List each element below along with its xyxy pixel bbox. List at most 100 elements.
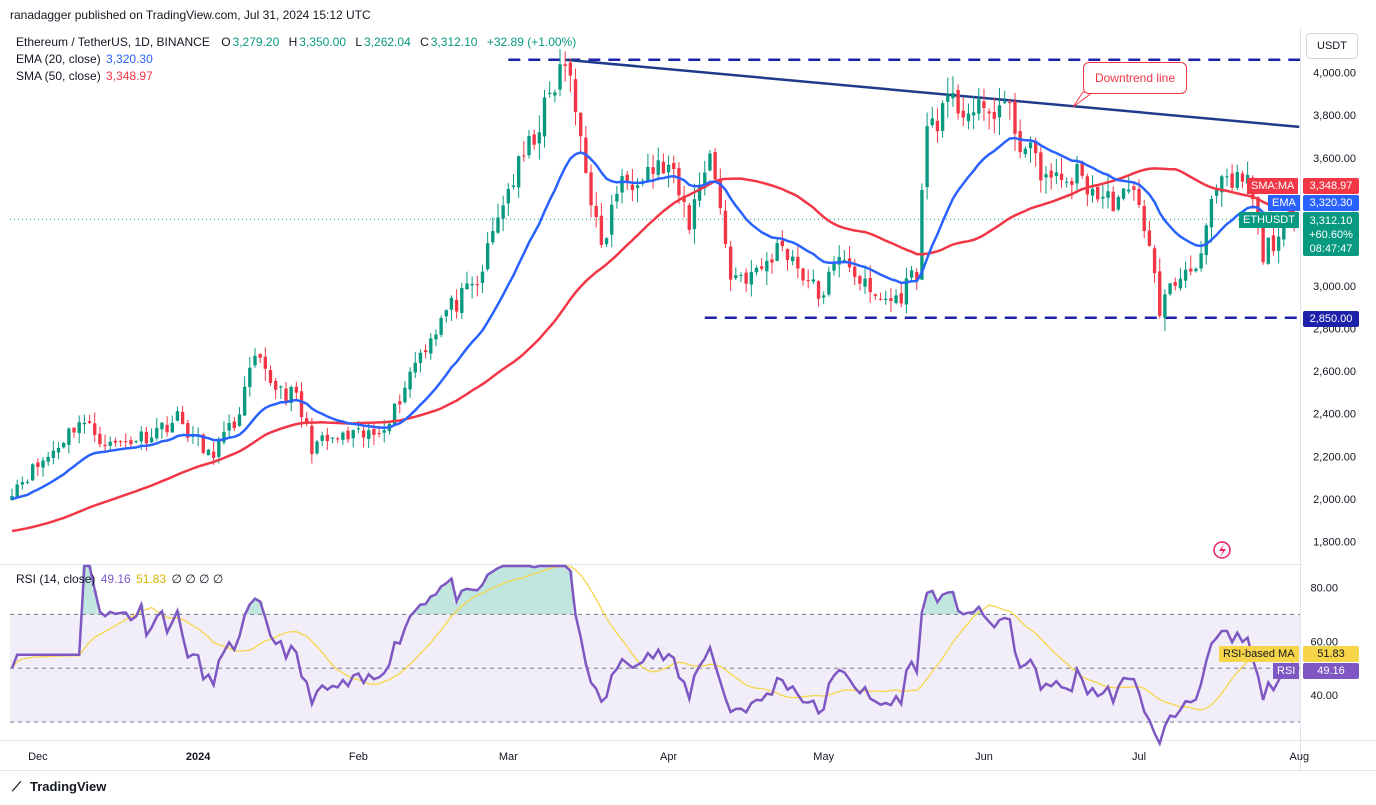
- candle-body: [935, 120, 940, 132]
- tradingview-brand[interactable]: ⟋ TradingView: [12, 779, 106, 795]
- candle-body: [1271, 235, 1276, 252]
- candle-body: [1121, 188, 1126, 199]
- candle-body: [496, 217, 500, 233]
- candle-body: [434, 334, 438, 340]
- ema-20-line: [11, 136, 1295, 501]
- axis-tag-ema: 3,320.30: [1303, 195, 1359, 211]
- rsi-legend[interactable]: RSI (14, close) 49.16 51.83 ∅ ∅ ∅ ∅: [16, 572, 225, 586]
- candle-body: [356, 428, 361, 430]
- candle-body: [1106, 191, 1110, 198]
- candle-body: [1085, 176, 1090, 195]
- candle-body: [744, 272, 748, 284]
- candle-body: [1220, 176, 1224, 193]
- candle-body: [790, 256, 795, 262]
- candle-body: [925, 126, 929, 188]
- candle-body: [351, 430, 355, 439]
- candle-body: [687, 205, 691, 230]
- price-tick-label: 2,200.00: [1313, 451, 1356, 463]
- candle-body: [1044, 174, 1048, 178]
- candle-body: [320, 435, 324, 441]
- candle-body: [1054, 172, 1059, 176]
- candle-body: [708, 153, 712, 171]
- close-value: 3,312.10: [430, 35, 478, 49]
- price-tick-label: 4,000.00: [1313, 68, 1356, 80]
- axis-name-sma: SMA:MA: [1247, 178, 1299, 194]
- axis-name-rsi: RSI: [1273, 663, 1300, 679]
- candle-body: [403, 387, 407, 403]
- candle-body: [1152, 248, 1157, 274]
- candle-body: [273, 380, 278, 390]
- sma-legend[interactable]: SMA (50, close) 3,348.97: [16, 69, 155, 83]
- ema-legend[interactable]: EMA (20, close) 3,320.30: [16, 52, 155, 66]
- candle-body: [620, 176, 624, 193]
- sma-value: 3,348.97: [106, 69, 153, 83]
- candle-body: [837, 257, 841, 265]
- candle-body: [894, 295, 898, 304]
- candle-body: [1142, 206, 1146, 232]
- candle-body: [884, 298, 888, 300]
- candle-body: [155, 428, 159, 439]
- candle-body: [547, 92, 552, 94]
- time-axis: Dec 2024 Feb Mar Apr May Jun Jul Aug: [28, 751, 1309, 763]
- candle-body: [139, 431, 143, 442]
- axis-tag-rsi: 49.16: [1303, 663, 1359, 679]
- candle-body: [1132, 186, 1136, 190]
- candle-body: [20, 482, 25, 485]
- candle-body: [470, 283, 474, 286]
- candle-body: [382, 430, 386, 433]
- candle-body: [723, 210, 728, 245]
- candle-body: [201, 434, 205, 453]
- candle-body: [310, 425, 314, 455]
- candle-body: [1214, 188, 1219, 196]
- candle-body: [258, 354, 262, 358]
- candle-body: [175, 411, 180, 421]
- time-tick-label: Apr: [660, 751, 677, 763]
- candle-body: [816, 281, 821, 299]
- candle-body: [480, 271, 485, 283]
- candle-body: [336, 438, 340, 440]
- candle-body: [222, 431, 226, 443]
- price-tag-countdown: 08:47:47: [1309, 243, 1353, 255]
- candle-body: [299, 391, 304, 418]
- ohlc-legend: Ethereum / TetherUS, 1D, BINANCE O 3,279.…: [16, 35, 578, 49]
- candle-body: [1013, 101, 1017, 134]
- axis-name-ema: EMA: [1268, 195, 1300, 211]
- candle-body: [718, 179, 722, 209]
- candle-body: [248, 367, 252, 388]
- candle-body: [594, 205, 598, 218]
- candle-body: [749, 272, 753, 285]
- candle-body: [444, 310, 448, 317]
- candle-body: [1183, 269, 1188, 281]
- candle-body: [1080, 163, 1084, 176]
- rsi-tick-label: 60.00: [1310, 636, 1338, 648]
- currency-button[interactable]: USDT: [1306, 33, 1358, 59]
- axis-tag-support: 2,850.00: [1303, 311, 1359, 327]
- candle-body: [87, 421, 92, 423]
- high-label: H: [288, 35, 298, 49]
- brand-text: TradingView: [30, 779, 107, 794]
- downtrend-annotation[interactable]: Downtrend line: [1083, 62, 1187, 94]
- candle-body: [1033, 141, 1038, 154]
- ema-label: EMA (20, close): [16, 52, 101, 66]
- candle-body: [41, 460, 45, 468]
- price-tick-label: 3,000.00: [1313, 281, 1356, 293]
- axis-name-symbol: ETHUSDT: [1239, 212, 1299, 228]
- candle-body: [946, 95, 950, 102]
- candle-body: [449, 297, 454, 310]
- candles: [10, 49, 1296, 501]
- time-tick-label: Aug: [1290, 751, 1310, 763]
- candle-body: [579, 112, 583, 137]
- candle-body: [542, 97, 547, 137]
- candle-body: [294, 386, 299, 393]
- candle-body: [692, 199, 697, 230]
- candle-body: [284, 388, 288, 401]
- candle-body: [899, 293, 903, 304]
- candle-body: [170, 422, 174, 433]
- candle-body: [1111, 191, 1115, 212]
- candle-body: [217, 439, 221, 457]
- candle-body: [475, 284, 479, 286]
- close-label: C: [420, 35, 429, 49]
- rsi-line: [10, 564, 1295, 747]
